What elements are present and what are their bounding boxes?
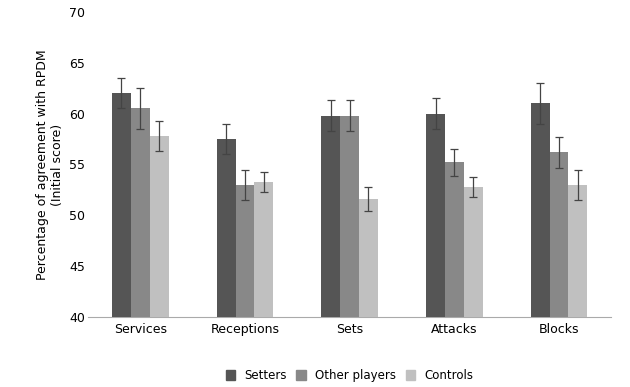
Bar bbox=[217, 139, 236, 387]
Bar bbox=[236, 185, 255, 387]
Bar bbox=[568, 185, 587, 387]
Bar bbox=[445, 163, 464, 387]
Y-axis label: Percentage of agreement with RPDM
(Initial score): Percentage of agreement with RPDM (Initi… bbox=[36, 49, 64, 280]
Bar bbox=[340, 116, 359, 387]
Bar bbox=[150, 136, 168, 387]
Bar bbox=[549, 152, 568, 387]
Bar bbox=[426, 113, 445, 387]
Bar bbox=[531, 103, 549, 387]
Bar bbox=[359, 199, 378, 387]
Bar bbox=[131, 108, 150, 387]
Bar bbox=[255, 182, 273, 387]
Bar bbox=[112, 93, 131, 387]
Legend: Setters, Other players, Controls: Setters, Other players, Controls bbox=[226, 369, 474, 382]
Bar bbox=[321, 116, 340, 387]
Bar bbox=[464, 187, 483, 387]
